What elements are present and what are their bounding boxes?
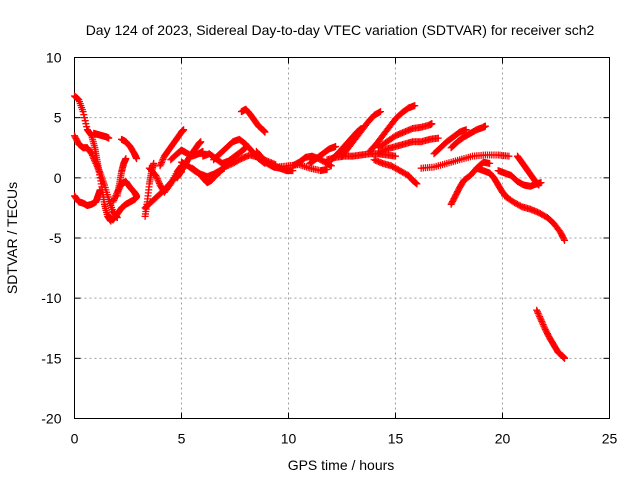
data-point [533,179,541,187]
data-point [462,126,470,134]
x-tick-label: 25 [602,431,618,447]
data-point [332,143,340,151]
data-point [533,306,541,314]
data-point [434,134,442,142]
data-point [261,128,269,136]
data-point [327,162,335,170]
data-point [95,167,103,175]
data-point [411,102,419,110]
data-point [357,124,365,132]
data-point [560,235,568,243]
grid-lines [74,57,610,419]
data-point [91,158,99,166]
data-point [561,236,569,244]
data-point [536,314,544,322]
data-point [561,354,569,362]
data-point [538,317,546,325]
data-point [180,126,188,134]
data-point [88,151,96,159]
data-point [534,180,542,188]
data-point [428,120,436,128]
data-point [156,162,164,170]
y-tick-label: -15 [41,350,61,366]
data-points [71,92,569,362]
data-point [93,161,101,169]
data-point [413,180,421,188]
y-tick-label: -5 [49,230,62,246]
data-point [96,186,104,194]
data-point [159,155,167,163]
data-point [133,155,141,163]
data-point [536,313,544,321]
data-point [539,321,547,329]
data-point [377,108,385,116]
data-point [153,173,161,181]
data-point [481,122,489,130]
data-point [537,316,545,324]
data-point [83,123,91,131]
data-point [158,159,166,167]
data-point [109,198,117,206]
y-tick-label: -10 [41,290,61,306]
data-point [535,181,543,189]
data-point [535,311,543,319]
x-tick-label: 15 [388,431,404,447]
data-point [90,156,98,164]
y-tick-label: 5 [54,110,62,126]
data-point [505,152,513,160]
data-point [133,192,141,200]
data-point [92,159,100,167]
data-point [533,308,541,316]
x-tick-label: 5 [178,431,186,447]
data-point [81,117,89,125]
data-point [155,178,163,186]
data-point [82,120,90,128]
data-point [153,175,161,183]
data-point [538,319,546,327]
data-point [541,324,549,332]
data-point [216,168,224,176]
data-point [323,165,331,173]
x-tick-label: 0 [71,431,79,447]
data-point [90,155,98,163]
data-point [88,150,96,158]
axis-ticks: 0 5 10 15 20 25 -20 -15 -10 -5 0 5 10 [41,50,617,447]
data-point [392,152,399,160]
data-point [154,176,162,184]
y-tick-label: 10 [46,50,62,66]
y-tick-label: -20 [41,411,61,427]
y-axis-label: SDTVAR / TECUs [4,182,20,294]
data-point [534,309,542,317]
data-point [89,153,97,161]
data-point [152,171,160,179]
data-point [94,164,102,172]
data-point [122,155,130,163]
x-axis-label: GPS time / hours [288,457,395,473]
data-point [486,159,494,167]
x-tick-label: 10 [281,431,297,447]
data-point [80,111,88,119]
data-point [157,160,165,168]
data-point [95,166,103,174]
chart-title: Day 124 of 2023, Sidereal Day-to-day VTE… [86,22,595,38]
data-point [540,322,548,330]
data-point [150,159,158,167]
data-point [158,157,166,165]
x-tick-label: 20 [495,431,511,447]
data-point [110,196,118,204]
data-point [80,114,88,122]
data-point [105,134,113,142]
y-tick-label: 0 [54,170,62,186]
data-point [197,138,205,146]
data-point [93,163,101,171]
data-point [79,108,87,116]
